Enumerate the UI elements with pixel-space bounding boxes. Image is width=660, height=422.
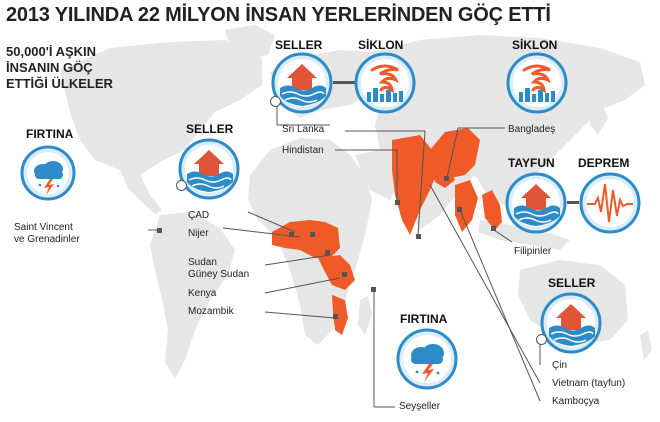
country-label-vietnam: Vietnam (tayfun) — [552, 378, 626, 389]
location-marker — [491, 226, 496, 231]
location-marker — [371, 287, 376, 292]
disaster-label-cyclone-bangladesh: SİKLON — [512, 38, 558, 52]
location-marker — [457, 207, 462, 212]
madagascar-shape — [358, 296, 372, 335]
location-marker — [157, 228, 162, 233]
connector-line — [567, 201, 579, 204]
india-shape — [392, 135, 438, 235]
country-label-sri-lanka: Sri Lanka — [282, 124, 325, 135]
country-label-south-sudan: Güney Sudan — [188, 269, 250, 280]
indochina-shape — [455, 180, 478, 232]
central-america-shape — [120, 170, 162, 214]
country-label-india: Hindistan — [282, 145, 324, 156]
location-marker — [333, 314, 338, 319]
south-america-shape — [150, 212, 235, 378]
storm-cloud-icon — [396, 328, 458, 390]
disaster-label-cyclone-india: SİKLON — [358, 38, 404, 52]
country-label-kenya: Kenya — [188, 288, 217, 299]
cyclone-icon — [506, 52, 568, 114]
country-label-chad: ÇAD — [188, 210, 210, 221]
new-zealand-shape — [640, 330, 652, 360]
location-marker — [342, 272, 347, 277]
flooded-house-icon — [271, 52, 333, 114]
seismograph-icon — [579, 172, 641, 234]
country-label-seychelles: Seyşeller — [399, 401, 441, 412]
location-marker — [395, 200, 400, 205]
flooded-house-icon — [540, 292, 602, 354]
greenland-shape — [225, 25, 275, 60]
connector-line — [333, 81, 355, 84]
page-subtitle: 50,000'İ AŞKIN İNSANIN GÖÇ ETTİĞİ ÜLKELE… — [6, 44, 113, 92]
mozambique-shape — [332, 295, 348, 335]
south-sudan-kenya-shape — [318, 255, 355, 290]
subtitle-line-2: İNSANIN GÖÇ — [6, 60, 93, 75]
china-shape — [430, 128, 480, 178]
country-label-bangladesh: Bangladeş — [508, 124, 556, 135]
anchor-marker — [270, 96, 281, 107]
leader-lines — [148, 100, 541, 408]
philippines-shape — [482, 190, 502, 230]
disaster-label-flood-india: SELLER — [275, 38, 323, 52]
arabia-shape — [355, 150, 400, 200]
storm-cloud-icon — [20, 145, 76, 201]
anchor-marker — [536, 334, 547, 345]
country-label-saint-vincent: Saint Vincent ve Grenadinler — [14, 222, 80, 245]
country-label-philippines: Filipinler — [514, 246, 552, 257]
location-marker — [310, 232, 315, 237]
subtitle-line-1: 50,000'İ AŞKIN — [6, 44, 97, 59]
anchor-marker — [176, 180, 187, 191]
location-marker — [325, 250, 330, 255]
country-label-sudan: Sudan — [188, 257, 217, 268]
disaster-label-flood-africa: SELLER — [186, 122, 234, 136]
disaster-label-earthquake: DEPREM — [578, 156, 630, 170]
subtitle-line-3: ETTİĞİ ÜLKELER — [6, 76, 113, 91]
country-label-cambodia: Kamboçya — [552, 396, 600, 407]
disaster-label-typhoon: TAYFUN — [508, 156, 555, 170]
location-marker — [289, 232, 294, 237]
location-marker — [444, 176, 449, 181]
flooded-house-icon — [505, 172, 567, 234]
country-label-mozambique: Mozambik — [188, 306, 234, 317]
disaster-label-flood-asia: SELLER — [548, 276, 596, 290]
indonesia-shape — [478, 220, 570, 250]
country-label-china: Çin — [552, 360, 568, 371]
cyclone-icon — [354, 52, 416, 114]
japan-shape — [590, 100, 608, 135]
north-america-shape — [60, 40, 262, 175]
disaster-label-storm-left: FIRTINA — [26, 127, 74, 141]
disaster-label-storm-seychelles: FIRTINA — [400, 312, 448, 326]
bangladesh-shape — [432, 165, 455, 188]
location-marker — [416, 234, 421, 239]
page-title: 2013 YILINDA 22 MİLYON İNSAN YERLERİNDEN… — [6, 4, 551, 26]
country-label-niger: Nijer — [188, 228, 209, 239]
flooded-house-icon — [178, 138, 240, 200]
